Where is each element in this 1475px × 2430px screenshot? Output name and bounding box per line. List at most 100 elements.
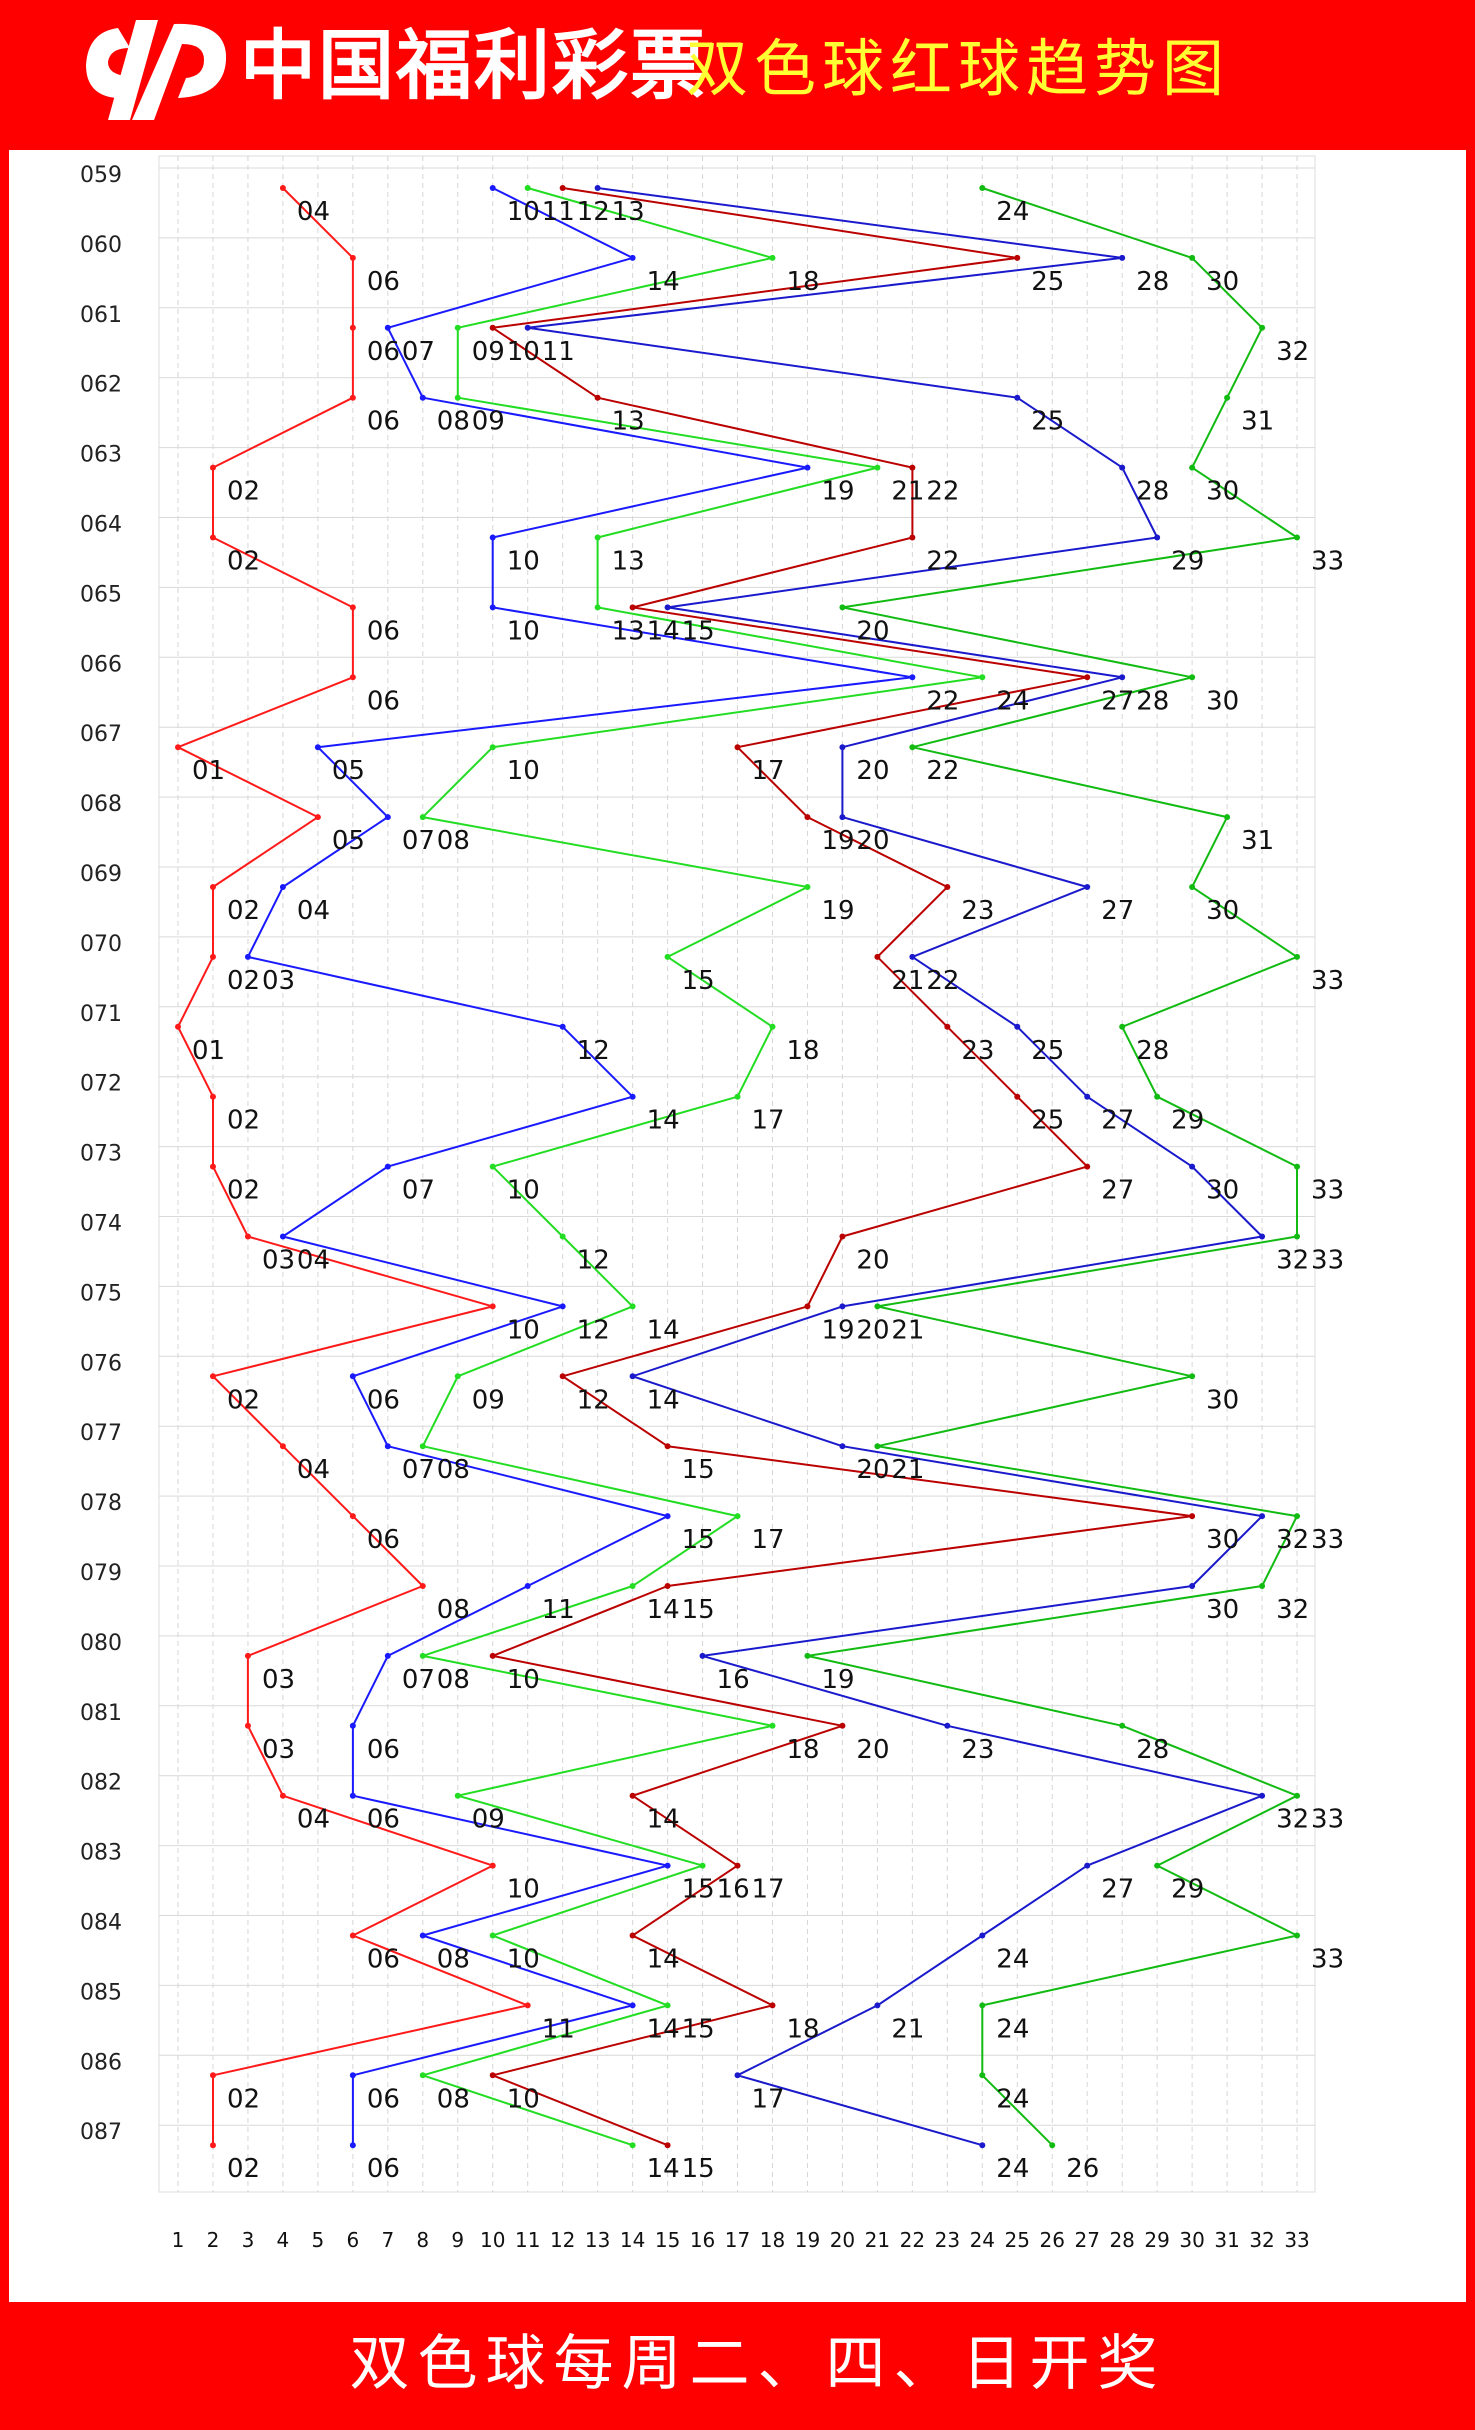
number-label: 09 <box>472 1805 505 1835</box>
number-label: 06 <box>367 1805 400 1835</box>
number-label: 06 <box>367 1735 400 1765</box>
data-point <box>489 1303 496 1310</box>
number-label: 02 <box>227 547 260 577</box>
issue-labels: 059 060 061 062 063 064 065 066 067 068 069 070 071 0… <box>80 163 122 2145</box>
number-label: 04 <box>297 1805 330 1835</box>
data-point <box>349 2142 356 2149</box>
trend-chart: 0590600610620630640650660670680690700710… <box>80 155 1344 2252</box>
data-point <box>1014 254 1021 261</box>
data-point <box>664 2002 671 2009</box>
data-point <box>1084 884 1091 890</box>
data-point <box>839 1233 846 1240</box>
data-point <box>664 1513 671 1520</box>
number-label: 11 <box>542 337 575 367</box>
data-point <box>1189 1163 1196 1170</box>
issue-label: 084 <box>80 1911 122 1936</box>
data-point <box>454 1792 461 1799</box>
number-label: 18 <box>786 2014 819 2044</box>
data-point <box>1189 1373 1196 1380</box>
x-tick-label: 27 <box>1074 2228 1099 2252</box>
number-label: 30 <box>1206 477 1239 507</box>
data-point <box>384 1443 391 1450</box>
data-point <box>1189 464 1196 471</box>
x-tick-label: 13 <box>585 2228 610 2252</box>
number-label: 33 <box>1311 547 1344 577</box>
number-label: 06 <box>367 2084 400 2114</box>
number-label: 24 <box>996 2084 1029 2114</box>
data-point <box>839 1303 846 1310</box>
data-point <box>209 1163 216 1170</box>
data-point <box>279 884 286 890</box>
number-label: 07 <box>402 337 435 367</box>
trend-lines <box>175 185 1301 2149</box>
data-point <box>209 1093 216 1100</box>
data-point <box>349 394 356 401</box>
number-label: 14 <box>647 2014 680 2044</box>
number-label: 24 <box>996 1945 1029 1975</box>
data-point <box>909 534 916 541</box>
x-tick-label: 31 <box>1214 2228 1239 2252</box>
issue-label: 064 <box>80 513 122 538</box>
number-label: 30 <box>1206 1176 1239 1206</box>
number-label: 16 <box>717 1665 750 1695</box>
data-point <box>559 1233 566 1240</box>
number-label: 24 <box>996 2154 1029 2184</box>
number-label: 14 <box>647 1805 680 1835</box>
issue-label: 066 <box>80 652 122 677</box>
issue-label: 086 <box>80 2050 122 2075</box>
data-point <box>279 1233 286 1240</box>
header-banner: 中国福利彩票 双色球红球趋势图 <box>0 0 1475 150</box>
data-point <box>384 324 391 331</box>
number-label: 23 <box>961 1036 994 1066</box>
number-label: 25 <box>1031 407 1064 437</box>
data-point <box>1014 1093 1021 1100</box>
number-label: 02 <box>227 2084 260 2114</box>
data-point <box>489 604 496 611</box>
number-label: 20 <box>856 1455 889 1485</box>
data-point <box>244 1652 251 1659</box>
data-point <box>349 324 356 331</box>
data-point <box>1189 1513 1196 1520</box>
number-label: 07 <box>402 1455 435 1485</box>
data-point <box>349 1513 356 1520</box>
number-label: 25 <box>1031 267 1064 297</box>
chart-title: 双色球红球趋势图 <box>686 32 1231 105</box>
data-point <box>384 1652 391 1659</box>
issue-label: 067 <box>80 722 122 747</box>
data-point <box>769 254 776 261</box>
number-label: 14 <box>647 1595 680 1625</box>
data-point <box>629 604 636 611</box>
number-label: 17 <box>752 756 785 786</box>
data-point <box>244 953 251 960</box>
data-point <box>209 1373 216 1380</box>
number-label: 03 <box>262 1735 295 1765</box>
number-label: 33 <box>1311 966 1344 996</box>
data-point <box>1259 324 1266 331</box>
number-label: 20 <box>856 1735 889 1765</box>
data-point <box>209 2072 216 2079</box>
data-point <box>175 744 181 751</box>
data-point <box>209 884 216 890</box>
data-point <box>804 814 811 821</box>
data-point <box>1189 254 1196 261</box>
number-label: 10 <box>507 1315 540 1345</box>
data-point <box>629 2142 636 2149</box>
issue-label: 078 <box>80 1491 122 1516</box>
number-label: 14 <box>647 616 680 646</box>
number-label: 14 <box>647 1315 680 1345</box>
number-label: 24 <box>996 686 1029 716</box>
footer-banner: 双色球每周二、四、日开奖 <box>0 2302 1475 2430</box>
x-tick-label: 7 <box>381 2228 394 2252</box>
data-point <box>384 814 391 821</box>
number-label: 06 <box>367 686 400 716</box>
data-point <box>874 1443 881 1450</box>
data-point <box>349 1792 356 1799</box>
x-tick-label: 1 <box>172 2228 185 2252</box>
data-point <box>804 1652 811 1659</box>
number-label: 12 <box>577 1315 610 1345</box>
data-point <box>524 185 531 191</box>
data-point <box>1259 1792 1266 1799</box>
number-label: 10 <box>507 756 540 786</box>
number-label: 30 <box>1206 267 1239 297</box>
data-point <box>559 1023 566 1030</box>
